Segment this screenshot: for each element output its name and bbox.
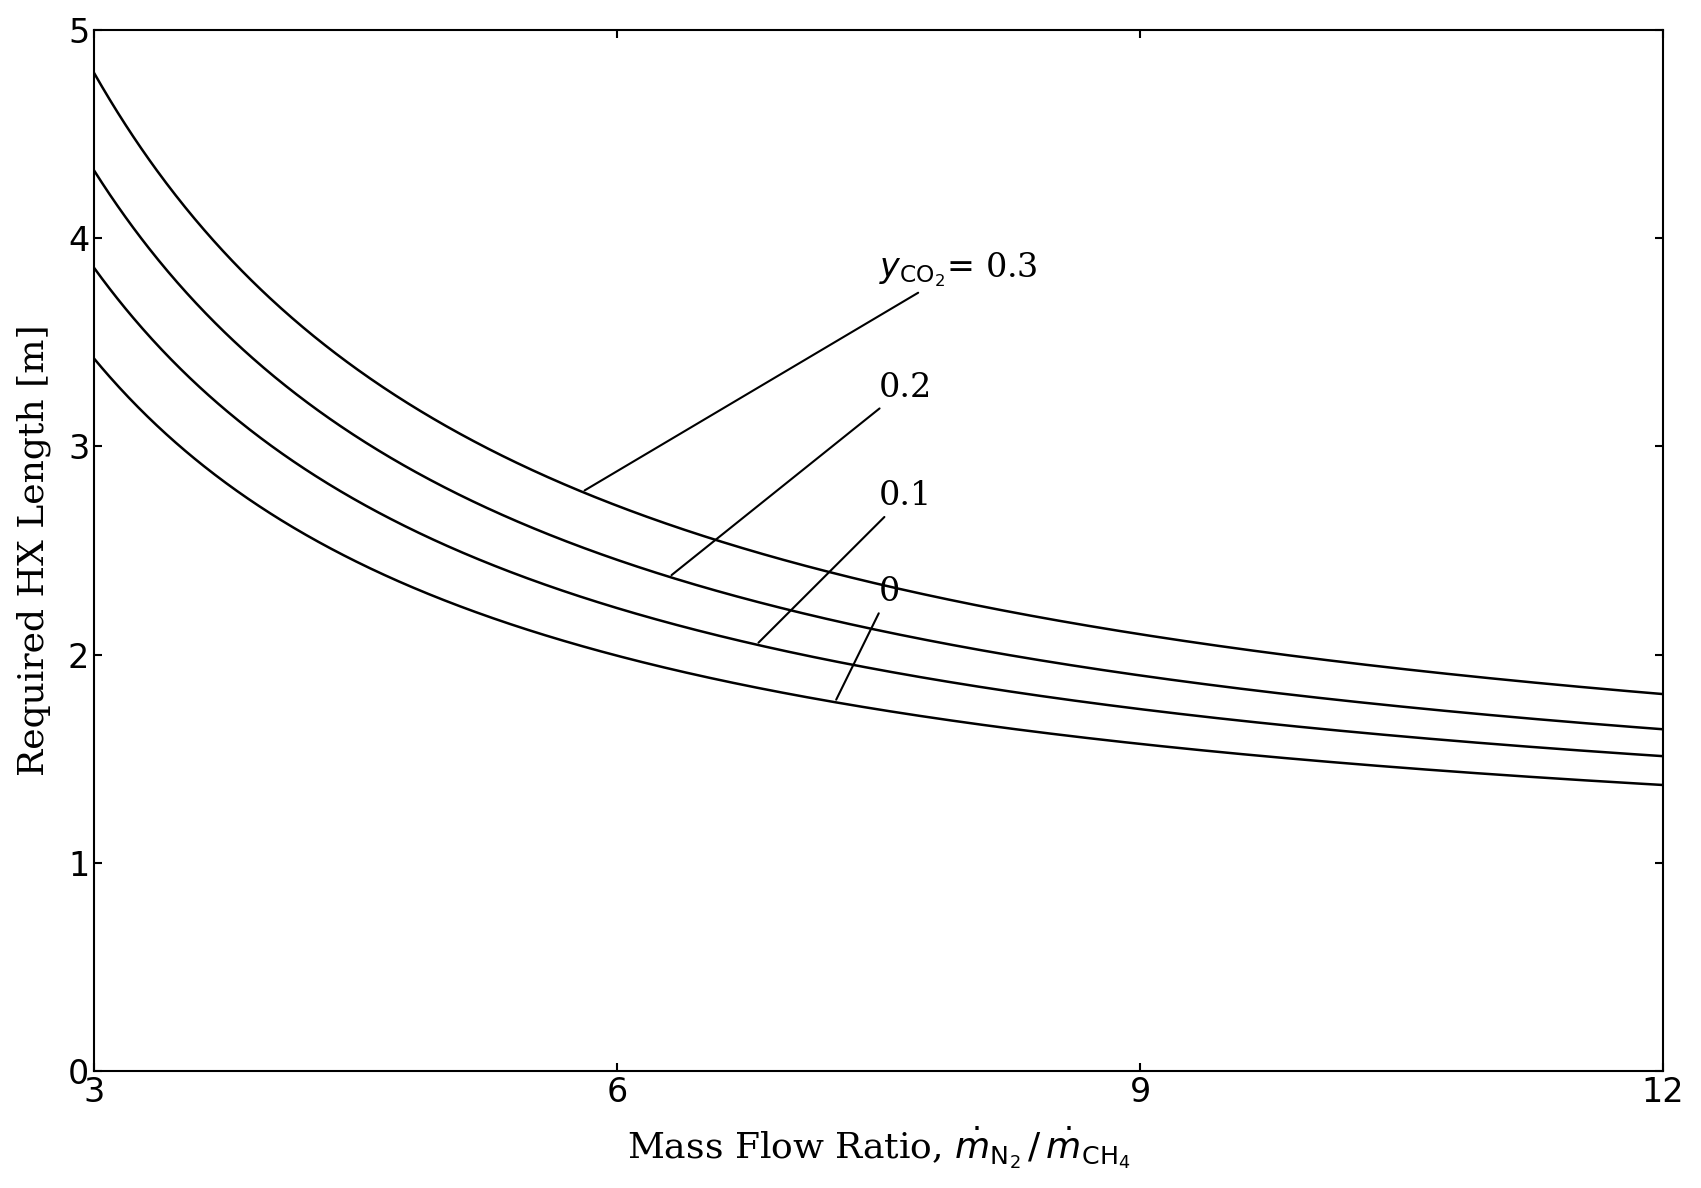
Text: 0: 0 (837, 576, 900, 700)
Y-axis label: Required HX Length [m]: Required HX Length [m] (17, 324, 51, 776)
X-axis label: Mass Flow Ratio, $\dot{m}_{\mathrm{N_2}}\,/\, \dot{m}_{\mathrm{CH_4}}$: Mass Flow Ratio, $\dot{m}_{\mathrm{N_2}}… (626, 1125, 1131, 1171)
Text: 0.1: 0.1 (759, 480, 932, 643)
Text: $y_{\mathrm{CO_2}}$= 0.3: $y_{\mathrm{CO_2}}$= 0.3 (585, 249, 1038, 491)
Text: 0.2: 0.2 (672, 372, 932, 575)
